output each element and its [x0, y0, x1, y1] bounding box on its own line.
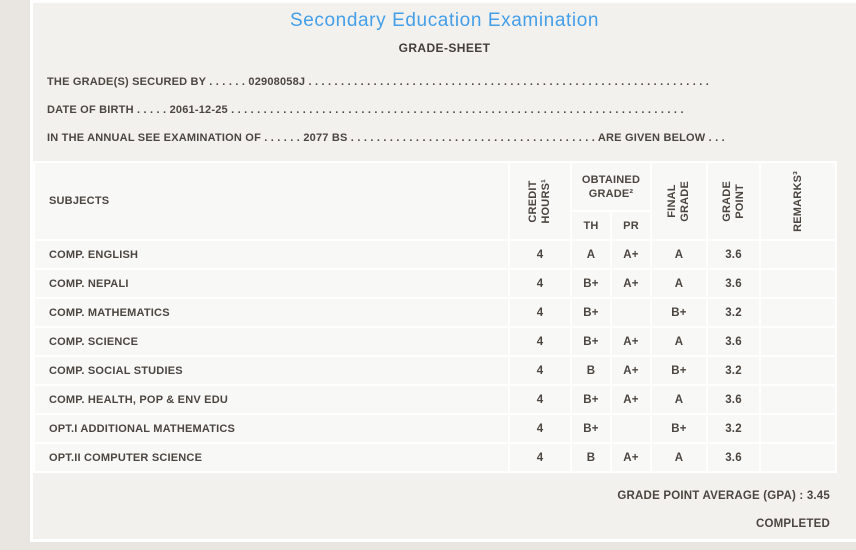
subject-cell: COMP. HEALTH, POP & ENV EDU: [35, 386, 508, 413]
gpa-label: GRADE POINT AVERAGE (GPA) :: [617, 490, 807, 502]
header-th: TH: [572, 212, 610, 239]
credit-cell: 4: [510, 357, 570, 384]
grade-point-cell: 3.2: [708, 415, 759, 442]
grade-point-cell: 3.6: [708, 444, 759, 471]
subject-cell: COMP. SCIENCE: [35, 328, 508, 355]
credit-cell: 4: [510, 299, 570, 326]
subject-cell: COMP. ENGLISH: [35, 241, 508, 268]
dots: . . . . . . . . . . . . . . . . . . . . …: [227, 104, 684, 116]
header-credit-hours-label: CREDIT HOURS¹: [527, 178, 552, 224]
remarks-cell: [761, 357, 835, 384]
remarks-cell: [761, 415, 835, 442]
final-grade-cell: A: [652, 444, 706, 471]
header-grade-point-label: GRADE POINT: [720, 180, 746, 222]
grade-point-cell: 3.6: [708, 386, 759, 413]
dots: . . . . . .: [260, 132, 304, 144]
th-grade-cell: B+: [572, 386, 610, 413]
grade-point-cell: 3.6: [708, 270, 759, 297]
th-grade-cell: B: [572, 357, 610, 384]
exam-year-value: 2077 BS: [303, 132, 348, 144]
grade-point-cell: 3.6: [708, 241, 759, 268]
info-label: THE GRADE(S) SECURED BY: [47, 76, 207, 88]
header-pr: PR: [612, 212, 650, 239]
remarks-cell: [761, 386, 835, 413]
info-line-exam-year: IN THE ANNUAL SEE EXAMINATION OF . . . .…: [47, 124, 848, 152]
subject-cell: COMP. SOCIAL STUDIES: [35, 357, 508, 384]
pr-grade-cell: A+: [612, 444, 650, 471]
status-line: COMPLETED: [33, 517, 830, 531]
pr-grade-cell: A+: [612, 386, 650, 413]
final-grade-cell: B+: [652, 415, 706, 442]
pr-grade-cell: A+: [612, 241, 650, 268]
grade-sheet-heading: GRADE-SHEET: [398, 41, 491, 55]
final-grade-cell: B+: [652, 299, 706, 326]
info-line-date-of-birth: DATE OF BIRTH . . . . . 2061-12-25 . . .…: [47, 96, 848, 124]
gpa-value: 3.45: [806, 490, 830, 502]
th-grade-cell: B+: [572, 299, 610, 326]
dots: . . . . . .: [206, 76, 249, 88]
info-suffix: ARE GIVEN BELOW . . .: [597, 132, 725, 144]
th-grade-cell: A: [572, 241, 610, 268]
final-grade-cell: A: [652, 328, 706, 355]
pr-grade-cell: A+: [612, 328, 650, 355]
header-grade-point: GRADE POINT: [708, 163, 759, 239]
remarks-cell: [761, 270, 835, 297]
dots: . . . . . . . . . . . . . . . . . . . . …: [347, 132, 598, 144]
symbol-number-value: 02908058J: [248, 76, 306, 88]
subject-cell: COMP. NEPALI: [35, 270, 508, 297]
remarks-cell: [761, 299, 835, 326]
th-grade-cell: B+: [572, 415, 610, 442]
dots: . . . . .: [133, 104, 170, 116]
final-grade-cell: A: [652, 241, 706, 268]
remarks-cell: [761, 241, 835, 268]
dots: . . . . . . . . . . . . . . . . . . . . …: [305, 76, 709, 88]
th-grade-cell: B+: [572, 328, 610, 355]
completion-status: COMPLETED: [756, 518, 830, 530]
credit-cell: 4: [510, 328, 570, 355]
header-remarks-label: REMARKS³: [791, 170, 804, 232]
header-subjects: SUBJECTS: [35, 163, 508, 239]
header-obtained-grade: OBTAINED GRADE²: [572, 163, 650, 210]
credit-cell: 4: [510, 270, 570, 297]
th-grade-cell: B: [572, 444, 610, 471]
credit-cell: 4: [510, 444, 570, 471]
subject-cell: OPT.II COMPUTER SCIENCE: [35, 444, 508, 471]
grade-point-cell: 3.6: [708, 328, 759, 355]
grade-table: SUBJECTS CREDIT HOURS¹ OBTAINED GRADE² T…: [33, 161, 837, 473]
header-obtained-grade-group: OBTAINED GRADE² TH PR: [572, 163, 650, 239]
final-grade-cell: A: [652, 386, 706, 413]
pr-grade-cell: A+: [612, 270, 650, 297]
credit-cell: 4: [510, 241, 570, 268]
info-label: IN THE ANNUAL SEE EXAMINATION OF: [47, 132, 261, 144]
grade-sheet-panel: Secondary Education Examination GRADE-SH…: [30, 0, 856, 542]
pr-grade-cell: A+: [612, 357, 650, 384]
pr-grade-cell: [612, 415, 650, 442]
result-summary: GRADE POINT AVERAGE (GPA) : 3.45 COMPLET…: [33, 489, 830, 531]
info-line-grades-secured-by: THE GRADE(S) SECURED BY . . . . . . 0290…: [47, 68, 848, 96]
gpa-line: GRADE POINT AVERAGE (GPA) : 3.45: [33, 489, 830, 503]
header-remarks: REMARKS³: [761, 163, 835, 239]
subject-cell: OPT.I ADDITIONAL MATHEMATICS: [35, 415, 508, 442]
remarks-cell: [761, 444, 835, 471]
final-grade-cell: B+: [652, 357, 706, 384]
header-final-grade-label: FINAL GRADE: [666, 180, 691, 222]
credit-cell: 4: [510, 415, 570, 442]
th-grade-cell: B+: [572, 270, 610, 297]
date-of-birth-value: 2061-12-25: [169, 104, 228, 116]
credit-cell: 4: [510, 386, 570, 413]
subject-cell: COMP. MATHEMATICS: [35, 299, 508, 326]
info-label: DATE OF BIRTH: [47, 104, 134, 116]
grade-point-cell: 3.2: [708, 357, 759, 384]
remarks-cell: [761, 328, 835, 355]
page-title: Secondary Education Examination: [289, 10, 600, 31]
header-credit-hours: CREDIT HOURS¹: [510, 163, 570, 239]
grade-point-cell: 3.2: [708, 299, 759, 326]
student-info: THE GRADE(S) SECURED BY . . . . . . 0290…: [47, 68, 848, 152]
header-final-grade: FINAL GRADE: [652, 163, 706, 239]
final-grade-cell: A: [652, 270, 706, 297]
pr-grade-cell: [612, 299, 650, 326]
